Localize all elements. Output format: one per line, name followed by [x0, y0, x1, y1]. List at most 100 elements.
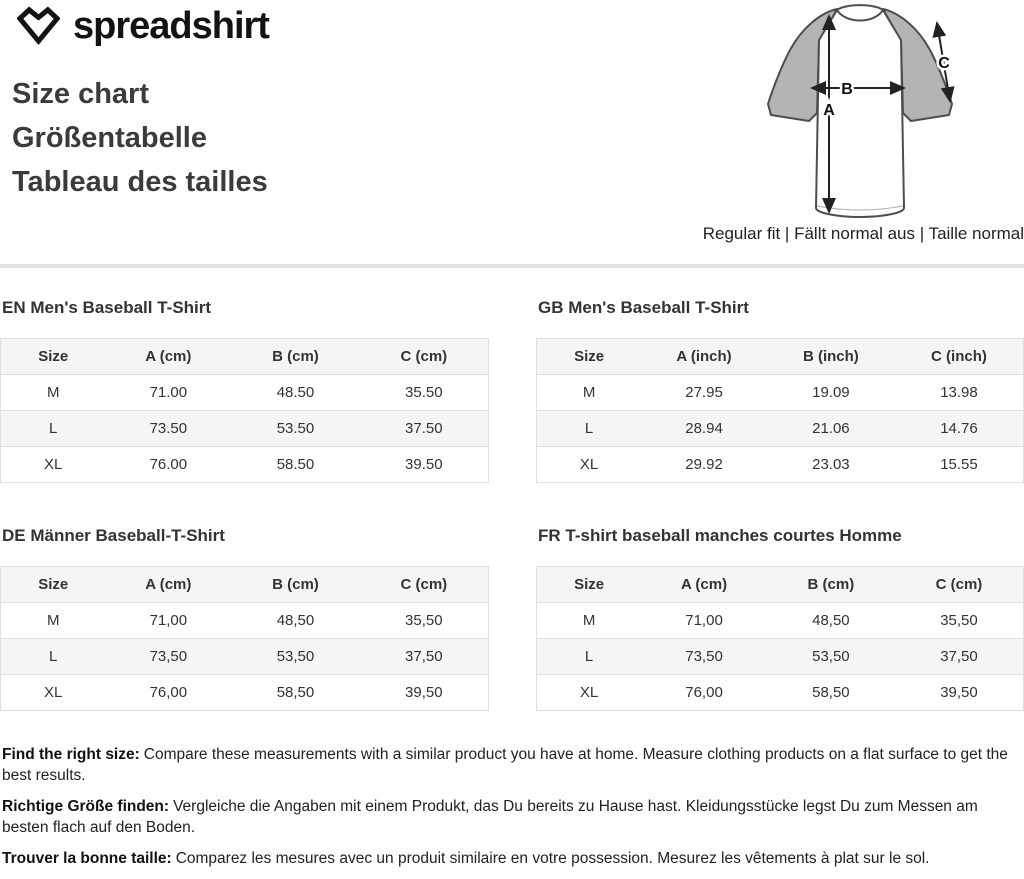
- table-row: XL 76.00 58.50 39.50: [0, 446, 489, 483]
- note-fr: Trouver la bonne taille: Comparez les mes…: [2, 848, 1022, 869]
- table-cell: 13.98: [940, 384, 978, 401]
- table-cell: 71.00: [149, 384, 188, 401]
- table-row: L 28.94 21.06 14.76: [536, 410, 1024, 447]
- measure-label-b: B: [841, 81, 853, 98]
- page-titles: Size chart Größentabelle Tableau des tai…: [12, 72, 268, 204]
- column-header: B (cm): [807, 576, 855, 593]
- note-text: Compare these measurements with a simila…: [2, 746, 1008, 784]
- column-header: C (cm): [400, 348, 448, 365]
- column-header: Size: [38, 576, 69, 593]
- column-header: A (cm): [145, 576, 192, 593]
- table-cell: 39,50: [405, 684, 443, 701]
- note-text: Vergleiche die Angaben mit einem Produkt…: [2, 798, 978, 836]
- table-cell: 71,00: [149, 612, 188, 629]
- section-divider: [0, 264, 1024, 268]
- page-title-en: Size chart: [12, 78, 149, 110]
- table-row: L 73.50 53.50 37.50: [0, 410, 489, 447]
- table-row: M 71,00 48,50 35,50: [0, 602, 489, 639]
- table-title: EN Men's Baseball T-Shirt: [2, 298, 212, 317]
- table-cell: M: [46, 384, 60, 401]
- column-header: C (cm): [935, 576, 983, 593]
- measuring-notes: Find the right size: Compare these measur…: [2, 744, 1022, 879]
- tshirt-diagram-svg: A B C: [767, 4, 955, 218]
- table-title: FR T-shirt baseball manches courtes Homm…: [538, 526, 902, 545]
- table-cell: 19.09: [812, 384, 850, 401]
- column-header: B (cm): [272, 348, 319, 365]
- measure-label-c: C: [938, 55, 950, 72]
- table-section-gb: GB Men's Baseball T-Shirt Size A (inch) B …: [536, 298, 1024, 483]
- table-cell: 35,50: [940, 612, 978, 629]
- table-cell: 73,50: [149, 648, 188, 665]
- table-section-en: EN Men's Baseball T-Shirt Size A (cm) B (c…: [0, 298, 489, 483]
- table-row: M 71,00 48,50 35,50: [536, 602, 1024, 639]
- table-cell: XL: [579, 684, 599, 701]
- table-row: L 73,50 53,50 37,50: [0, 638, 489, 675]
- table-row: XL 76,00 58,50 39,50: [536, 674, 1024, 711]
- size-table-fr: Size A (cm) B (cm) C (cm) M 71,00 48,50 35,50 L…: [536, 566, 1024, 711]
- table-row: M 27.95 19.09 13.98: [536, 374, 1024, 411]
- table-cell: 48.50: [276, 384, 315, 401]
- column-header: C (inch): [931, 348, 987, 365]
- table-cell: 35.50: [405, 384, 443, 401]
- column-header: Size: [574, 576, 605, 593]
- table-section-fr: FR T-shirt baseball manches courtes Homm…: [536, 526, 1024, 711]
- table-cell: 71,00: [685, 612, 723, 629]
- table-row: L 73,50 53,50 37,50: [536, 638, 1024, 675]
- table-cell: XL: [44, 684, 63, 701]
- page-title-de: Größentabelle: [12, 122, 207, 154]
- table-header-row: Size A (cm) B (cm) C (cm): [536, 566, 1024, 603]
- measure-label-a: A: [823, 102, 835, 119]
- page-title-fr: Tableau des tailles: [12, 166, 268, 198]
- table-cell: 39.50: [405, 456, 443, 473]
- table-cell: XL: [44, 456, 63, 473]
- column-header: A (cm): [680, 576, 728, 593]
- logo-text: spreadshirt: [73, 5, 270, 47]
- note-en: Find the right size: Compare these measur…: [2, 744, 1022, 786]
- table-cell: 29.92: [685, 456, 723, 473]
- spreadshirt-logo: spreadshirt: [17, 3, 270, 49]
- table-title: DE Männer Baseball-T-Shirt: [2, 526, 225, 545]
- collar-shape: [836, 4, 884, 22]
- table-cell: L: [584, 420, 594, 437]
- table-cell: 23.03: [812, 456, 850, 473]
- table-cell: 73.50: [149, 420, 188, 437]
- table-cell: XL: [579, 456, 599, 473]
- column-header: A (cm): [145, 348, 192, 365]
- table-cell: 73,50: [685, 648, 723, 665]
- table-cell: M: [46, 612, 60, 629]
- size-table-gb: Size A (inch) B (inch) C (inch) M 27.95 19.09…: [536, 338, 1024, 483]
- table-cell: 28.94: [685, 420, 723, 437]
- table-cell: 37,50: [940, 648, 978, 665]
- column-header: B (inch): [802, 348, 859, 365]
- column-header: Size: [574, 348, 605, 365]
- note-lead: Richtige Größe finden:: [2, 798, 170, 815]
- table-cell: 48,50: [812, 612, 850, 629]
- table-cell: 37.50: [405, 420, 443, 437]
- size-table-de: Size A (cm) B (cm) C (cm) M 71,00 48,50 35,50 L…: [0, 566, 489, 711]
- table-row: XL 29.92 23.03 15.55: [536, 446, 1024, 483]
- size-table-en: Size A (cm) B (cm) C (cm) M 71.00 48.50 35.50 L…: [0, 338, 489, 483]
- column-header: A (inch): [676, 348, 732, 365]
- table-cell: L: [49, 420, 58, 437]
- table-cell: 14.76: [940, 420, 978, 437]
- table-row: XL 76,00 58,50 39,50: [0, 674, 489, 711]
- table-header-row: Size A (cm) B (cm) C (cm): [0, 566, 489, 603]
- table-header-row: Size A (inch) B (inch) C (inch): [536, 338, 1024, 375]
- table-cell: 27.95: [685, 384, 723, 401]
- spreadshirt-heart-icon: [17, 6, 60, 45]
- column-header: B (cm): [272, 576, 319, 593]
- note-lead: Find the right size:: [2, 746, 140, 763]
- table-cell: 21.06: [812, 420, 850, 437]
- note-text: Comparez les mesures avec un produit sim…: [175, 850, 930, 867]
- table-cell: 15.55: [940, 456, 978, 473]
- table-cell: L: [49, 648, 58, 665]
- table-title: GB Men's Baseball T-Shirt: [538, 298, 749, 317]
- table-cell: 39,50: [940, 684, 978, 701]
- table-cell: L: [584, 648, 594, 665]
- table-cell: 58,50: [276, 684, 315, 701]
- column-header: C (cm): [400, 576, 448, 593]
- table-cell: M: [582, 612, 596, 629]
- fit-note: Regular fit | Fällt normal aus | Taille …: [702, 224, 1024, 243]
- note-de: Richtige Größe finden: Vergleiche die Ang…: [2, 796, 1022, 838]
